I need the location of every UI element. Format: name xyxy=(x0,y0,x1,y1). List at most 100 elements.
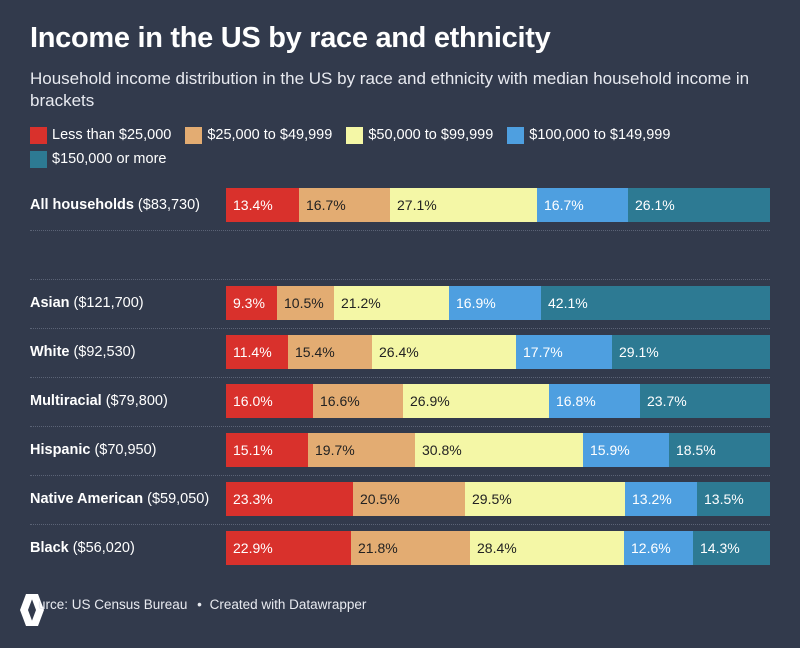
legend-item: $50,000 to $99,999 xyxy=(346,126,493,144)
row-separator xyxy=(30,475,770,476)
bar-segment: 26.9% xyxy=(403,384,549,418)
bar-segment: 27.1% xyxy=(390,188,537,222)
bar-segment: 13.5% xyxy=(697,482,770,516)
bar-segment: 26.4% xyxy=(372,335,516,369)
chart-row: White ($92,530) 11.4% 15.4% 26.4% 17.7% 29.1% xyxy=(30,335,770,369)
bar-segment: 16.7% xyxy=(299,188,390,222)
legend-swatch xyxy=(30,150,47,168)
chart-row: Native American ($59,050) 23.3% 20.5% 29.5% 1… xyxy=(30,482,770,516)
bar-segment: 16.6% xyxy=(313,384,403,418)
stacked-bar: 9.3% 10.5% 21.2% 16.9% 42.1% xyxy=(226,286,770,320)
bar-segment: 11.4% xyxy=(226,335,288,369)
bar-segment: 23.3% xyxy=(226,482,353,516)
bar-segment: 29.1% xyxy=(612,335,770,369)
row-category: Asian xyxy=(30,295,70,311)
stacked-bar: 22.9% 21.8% 28.4% 12.6% 14.3% xyxy=(226,531,770,565)
footer-separator: • xyxy=(197,597,202,612)
legend-swatch xyxy=(30,126,47,144)
bar-segment: 29.5% xyxy=(465,482,625,516)
legend-item: Less than $25,000 xyxy=(30,126,171,144)
hive-logo-icon xyxy=(20,594,44,626)
bar-segment: 30.8% xyxy=(415,433,583,467)
legend-item: $100,000 to $149,999 xyxy=(507,126,670,144)
stacked-bar: 23.3% 20.5% 29.5% 13.2% 13.5% xyxy=(226,482,770,516)
row-category: White xyxy=(30,344,70,360)
chart-title: Income in the US by race and ethnicity xyxy=(30,22,551,54)
chart-row: Hispanic ($70,950) 15.1% 19.7% 30.8% 15.9% 18.… xyxy=(30,433,770,467)
legend-label: $50,000 to $99,999 xyxy=(368,127,494,143)
row-median: ($79,800) xyxy=(105,393,168,409)
stacked-bar: 11.4% 15.4% 26.4% 17.7% 29.1% xyxy=(226,335,770,369)
chart-row: Multiracial ($79,800) 16.0% 16.6% 26.9% 16.8%… xyxy=(30,384,770,418)
chart-subtitle: Household income distribution in the US … xyxy=(30,69,750,110)
row-median: ($59,050) xyxy=(147,491,210,507)
row-separator xyxy=(30,328,770,329)
bar-segment: 16.7% xyxy=(537,188,628,222)
bar-segment: 15.1% xyxy=(226,433,308,467)
bar-segment: 28.4% xyxy=(470,531,624,565)
bar-segment: 9.3% xyxy=(226,286,277,320)
legend-label: $100,000 to $149,999 xyxy=(529,127,671,143)
row-median: ($70,950) xyxy=(94,442,157,458)
row-label: All households ($83,730) xyxy=(30,188,200,222)
footer: urce: US Census Bureau • Created with Da… xyxy=(38,597,366,612)
bar-segment: 18.5% xyxy=(669,433,770,467)
footer-credit[interactable]: Created with Datawrapper xyxy=(209,597,367,612)
bar-segment: 15.4% xyxy=(288,335,372,369)
chart-row: Asian ($121,700) 9.3% 10.5% 21.2% 16.9% 42.1% xyxy=(30,286,770,320)
bar-segment: 15.9% xyxy=(583,433,669,467)
legend-swatch xyxy=(507,126,525,144)
bar-segment: 13.2% xyxy=(625,482,697,516)
legend-label: $25,000 to $49,999 xyxy=(207,127,333,143)
bar-segment: 22.9% xyxy=(226,531,351,565)
bar-segment: 16.9% xyxy=(449,286,541,320)
row-label: Black ($56,020) xyxy=(30,531,135,565)
chart-row: Black ($56,020) 22.9% 21.8% 28.4% 12.6% 14.3% xyxy=(30,531,770,565)
row-category: Multiracial xyxy=(30,393,102,409)
bar-segment: 20.5% xyxy=(353,482,465,516)
row-label: White ($92,530) xyxy=(30,335,136,369)
bar-segment: 12.6% xyxy=(624,531,693,565)
row-median: ($121,700) xyxy=(73,295,144,311)
legend-item: $25,000 to $49,999 xyxy=(185,126,332,144)
row-label: Hispanic ($70,950) xyxy=(30,433,157,467)
legend-swatch xyxy=(346,126,364,144)
bar-segment: 23.7% xyxy=(640,384,770,418)
stacked-bar: 15.1% 19.7% 30.8% 15.9% 18.5% xyxy=(226,433,770,467)
row-separator xyxy=(30,426,770,427)
row-category: Hispanic xyxy=(30,442,91,458)
legend-swatch xyxy=(185,126,203,144)
bar-segment: 17.7% xyxy=(516,335,612,369)
row-median: ($83,730) xyxy=(137,197,200,213)
bar-segment: 21.8% xyxy=(351,531,470,565)
bar-segment: 14.3% xyxy=(693,531,770,565)
chart-row: All households ($83,730) 13.4% 16.7% 27.1% 16… xyxy=(30,188,770,222)
row-median: ($92,530) xyxy=(73,344,136,360)
bar-segment: 26.1% xyxy=(628,188,770,222)
row-category: Black xyxy=(30,540,69,556)
stacked-bar: 13.4% 16.7% 27.1% 16.7% 26.1% xyxy=(226,188,770,222)
bar-segment: 16.8% xyxy=(549,384,640,418)
row-label: Asian ($121,700) xyxy=(30,286,144,320)
row-category: Native American xyxy=(30,491,144,507)
footer-source: urce: US Census Bureau xyxy=(38,597,188,612)
bar-segment: 42.1% xyxy=(541,286,770,320)
bar-segment: 19.7% xyxy=(308,433,415,467)
bar-segment: 16.0% xyxy=(226,384,313,418)
row-label: Multiracial ($79,800) xyxy=(30,384,168,418)
stacked-bar: 16.0% 16.6% 26.9% 16.8% 23.7% xyxy=(226,384,770,418)
row-separator xyxy=(30,377,770,378)
legend-item: $150,000 or more xyxy=(30,150,166,168)
bar-segment: 13.4% xyxy=(226,188,299,222)
legend: Less than $25,000 $25,000 to $49,999 $50,0… xyxy=(30,126,780,168)
row-category: All households xyxy=(30,197,134,213)
row-separator xyxy=(30,279,770,280)
bar-segment: 10.5% xyxy=(277,286,334,320)
row-separator xyxy=(30,524,770,525)
bar-segment: 21.2% xyxy=(334,286,449,320)
row-median: ($56,020) xyxy=(72,540,135,556)
row-label: Native American ($59,050) xyxy=(30,482,209,516)
legend-label: $150,000 or more xyxy=(52,151,167,167)
row-separator xyxy=(30,230,770,231)
legend-label: Less than $25,000 xyxy=(52,127,172,143)
